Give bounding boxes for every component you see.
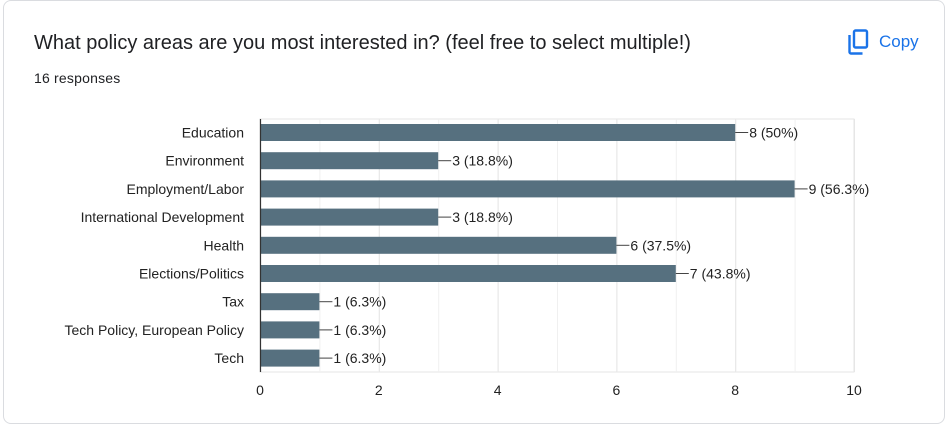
category-label: Employment/Labor (126, 181, 244, 197)
question-title: What policy areas are you most intereste… (34, 32, 691, 54)
category-label: Environment (165, 153, 244, 169)
x-tick-label: 0 (256, 382, 264, 398)
x-tick-label: 2 (375, 382, 383, 398)
data-label: 7 (43.8%) (690, 266, 751, 282)
bar (260, 236, 617, 254)
question-card: What policy areas are you most intereste… (3, 0, 945, 424)
bar (260, 152, 439, 170)
bar (260, 265, 676, 282)
data-label: 1 (6.3%) (333, 350, 386, 366)
bar (260, 349, 320, 367)
x-tick-label: 6 (613, 382, 621, 398)
copy-icon (847, 29, 869, 55)
data-label: 1 (6.3%) (333, 294, 386, 310)
data-label: 1 (6.3%) (333, 322, 386, 338)
category-label: Health (204, 237, 244, 253)
x-tick-label: 10 (846, 382, 862, 398)
chart-bars (260, 124, 795, 367)
chart-labels: Education 8 (50%) Environment 3 (18.8%) Empl… (65, 125, 870, 367)
chart-axes: 0 2 4 6 8 10 (256, 119, 862, 398)
x-tick-label: 4 (494, 382, 502, 398)
copy-button[interactable]: Copy (847, 27, 919, 57)
data-label: 8 (50%) (749, 125, 798, 141)
category-label: International Development (81, 209, 245, 225)
data-label: 6 (37.5%) (630, 237, 691, 253)
data-label: 3 (18.8%) (452, 209, 513, 225)
bar (260, 321, 320, 339)
bar (260, 124, 736, 141)
data-label: 9 (56.3%) (809, 181, 870, 197)
bar (260, 293, 320, 311)
copy-label: Copy (879, 32, 919, 51)
category-label: Tax (222, 294, 244, 310)
category-label: Tech Policy, European Policy (65, 322, 245, 338)
category-label: Education (182, 125, 244, 141)
x-tick-label: 8 (731, 382, 739, 398)
category-label: Elections/Politics (139, 266, 244, 282)
category-label: Tech (214, 350, 244, 366)
data-label: 3 (18.8%) (452, 153, 513, 169)
response-count: 16 responses (34, 70, 121, 86)
bar (260, 180, 795, 198)
bar (260, 208, 439, 226)
